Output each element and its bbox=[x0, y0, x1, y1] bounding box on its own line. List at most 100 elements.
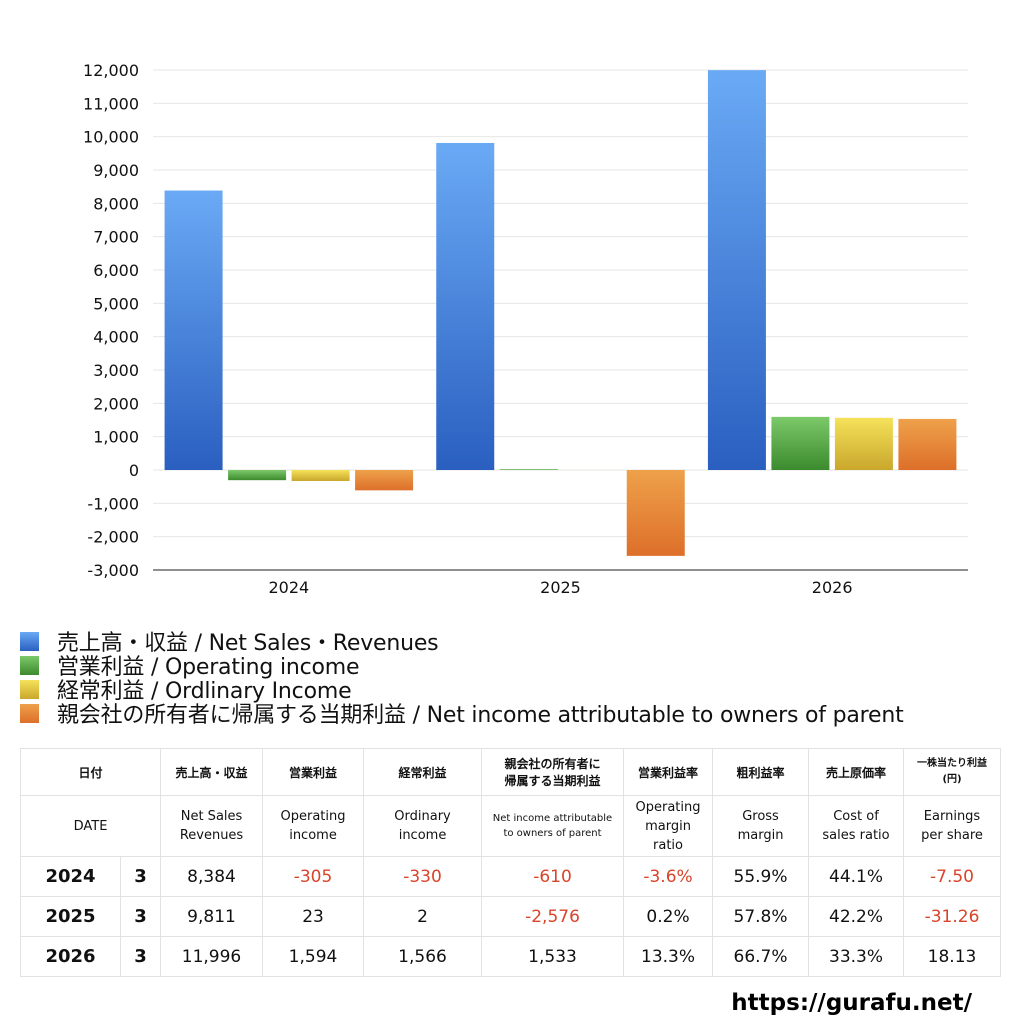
header-net-sales-en-line1: Net Sales bbox=[180, 809, 243, 824]
cell-operating-margin: 13.3% bbox=[623, 936, 714, 977]
legend-swatch-operating-income bbox=[20, 655, 39, 675]
cell-operating-income: -305 bbox=[262, 856, 365, 897]
y-tick-label: 7,000 bbox=[93, 228, 139, 247]
cell-net-sales: 9,811 bbox=[160, 896, 264, 937]
table-row: 2025 3 9,811 23 2 -2,576 0.2% 57.8% 42.2… bbox=[20, 896, 1002, 937]
x-axis: 2024 2025 2026 bbox=[153, 569, 968, 597]
header-cost-ratio-jp: 売上原価率 bbox=[808, 748, 905, 796]
y-tick-label: 12,000 bbox=[83, 61, 139, 80]
y-tick-label: 4,000 bbox=[93, 328, 139, 347]
legend: 売上高・収益 / Net Sales・Revenues 営業利益 / Opera… bbox=[20, 629, 1010, 728]
header-date-jp: 日付 bbox=[19, 748, 162, 796]
source-url: https://gurafu.net/ bbox=[731, 990, 972, 1016]
x-tick-label: 2025 bbox=[540, 578, 581, 597]
y-tick-label: 11,000 bbox=[83, 94, 139, 113]
cell-cost-ratio: 33.3% bbox=[808, 936, 905, 977]
legend-item-net-sales: 売上高・収益 / Net Sales・Revenues bbox=[20, 629, 1010, 656]
y-tick-label: 1,000 bbox=[93, 428, 139, 447]
legend-swatch-net-sales bbox=[20, 631, 39, 651]
y-tick-label: 2,000 bbox=[93, 394, 139, 413]
y-axis-ticks: 12,000 11,000 10,000 9,000 8,000 7,000 6,000 5,… bbox=[83, 61, 139, 580]
header-net-income-jp-line1: 親会社の所有者に bbox=[504, 757, 601, 771]
grid-lines bbox=[153, 69, 968, 538]
bar-series-3-2025 bbox=[626, 470, 685, 556]
y-tick-label: -3,000 bbox=[87, 561, 139, 580]
cell-year: 2024 bbox=[20, 856, 121, 897]
legend-label-ordinary-income: 経常利益 / Ordlinary Income bbox=[57, 679, 352, 704]
header-eps-jp-line1: 一株当たり利益 bbox=[917, 758, 988, 769]
bar-series-0-2024 bbox=[164, 190, 223, 471]
header-gross-margin-en: Gross margin bbox=[712, 795, 810, 857]
bar-series-2-2024 bbox=[291, 470, 350, 481]
header-net-income-jp: 親会社の所有者に 帰属する当期利益 bbox=[481, 748, 625, 796]
header-gross-margin-en-line1: Gross bbox=[742, 809, 779, 824]
cell-ordinary-income: 2 bbox=[363, 896, 483, 937]
bar-series-3-2026 bbox=[898, 418, 957, 470]
y-tick-label: -1,000 bbox=[87, 494, 139, 513]
bar-series-1-2026 bbox=[771, 416, 830, 470]
header-date-en: DATE bbox=[19, 795, 162, 857]
legend-swatch-net-income bbox=[20, 703, 39, 723]
table-header-en: DATE Net Sales Revenues Operating income… bbox=[19, 795, 1002, 857]
cell-eps: 18.13 bbox=[903, 936, 1002, 977]
header-net-sales-en: Net Sales Revenues bbox=[160, 795, 264, 857]
cell-net-income: 1,533 bbox=[481, 936, 625, 977]
header-net-income-en-line2: to owners of parent bbox=[503, 828, 602, 839]
legend-label-net-income: 親会社の所有者に帰属する当期利益 / Net income attributab… bbox=[57, 703, 904, 728]
header-ordinary-income-jp: 経常利益 bbox=[363, 748, 483, 796]
cell-operating-margin: 0.2% bbox=[623, 896, 714, 937]
cell-month: 3 bbox=[119, 936, 162, 977]
cell-operating-margin: -3.6% bbox=[623, 856, 714, 897]
y-tick-label: 3,000 bbox=[93, 361, 139, 380]
bar-series-0-2026 bbox=[707, 70, 766, 470]
header-eps-en-line1: Earnings bbox=[923, 809, 981, 824]
bar-series-2-2026 bbox=[834, 417, 893, 470]
cell-gross-margin: 57.8% bbox=[712, 896, 810, 937]
cell-month: 3 bbox=[119, 896, 162, 937]
table-row: 2024 3 8,384 -305 -330 -610 -3.6% 55.9% … bbox=[20, 856, 1002, 897]
cell-month: 3 bbox=[119, 856, 162, 897]
cell-cost-ratio: 44.1% bbox=[808, 856, 905, 897]
header-net-income-jp-line2: 帰属する当期利益 bbox=[504, 774, 601, 788]
bar-series-0-2025 bbox=[436, 142, 495, 470]
cell-net-sales: 8,384 bbox=[160, 856, 264, 897]
header-gross-margin-en-line2: margin bbox=[737, 828, 784, 843]
bar-series-3-2024 bbox=[355, 470, 414, 491]
header-operating-margin-en: Operating margin ratio bbox=[623, 795, 714, 857]
bars bbox=[164, 70, 957, 556]
table-row: 2026 3 11,996 1,594 1,566 1,533 13.3% 66… bbox=[20, 936, 1002, 977]
header-cost-ratio-en-line2: sales ratio bbox=[822, 828, 890, 843]
y-tick-label: 8,000 bbox=[93, 194, 139, 213]
y-tick-label: 0 bbox=[129, 461, 139, 480]
header-eps-en: Earnings per share bbox=[903, 795, 1002, 857]
cell-ordinary-income: -330 bbox=[363, 856, 483, 897]
cell-year: 2026 bbox=[20, 936, 121, 977]
header-cost-ratio-en-line1: Cost of bbox=[833, 809, 879, 824]
legend-item-operating-income: 営業利益 / Operating income bbox=[20, 653, 1010, 680]
header-eps-jp-line2: (円) bbox=[942, 774, 962, 785]
header-operating-income-en-line1: Operating bbox=[280, 809, 346, 824]
bar-series-1-2025 bbox=[499, 469, 558, 470]
cell-net-income: -2,576 bbox=[481, 896, 625, 937]
y-tick-label: 6,000 bbox=[93, 261, 139, 280]
y-tick-label: 9,000 bbox=[93, 161, 139, 180]
cell-net-sales: 11,996 bbox=[160, 936, 264, 977]
cell-net-income: -610 bbox=[481, 856, 625, 897]
header-eps-en-line2: per share bbox=[921, 828, 983, 843]
cell-gross-margin: 55.9% bbox=[712, 856, 810, 897]
header-net-sales-jp: 売上高・収益 bbox=[160, 748, 264, 796]
table-header-jp: 日付 売上高・収益 営業利益 経常利益 親会社の所有者に 帰属する当期利益 営業… bbox=[19, 748, 1002, 796]
y-tick-label: 5,000 bbox=[93, 294, 139, 313]
header-operating-income-en: Operating income bbox=[262, 795, 365, 857]
financial-table: 日付 売上高・収益 営業利益 経常利益 親会社の所有者に 帰属する当期利益 営業… bbox=[19, 748, 1002, 977]
header-operating-margin-en-line3: ratio bbox=[653, 837, 683, 853]
y-tick-label: 10,000 bbox=[83, 128, 139, 147]
legend-label-net-sales: 売上高・収益 / Net Sales・Revenues bbox=[57, 631, 439, 656]
header-operating-margin-jp: 営業利益率 bbox=[623, 748, 714, 796]
header-gross-margin-jp: 粗利益率 bbox=[712, 748, 810, 796]
cell-gross-margin: 66.7% bbox=[712, 936, 810, 977]
header-operating-margin-en-line2: margin bbox=[645, 818, 691, 834]
header-net-income-en-line1: Net income attributable bbox=[492, 813, 613, 824]
header-operating-margin-en-line1: Operating bbox=[635, 799, 701, 815]
cell-operating-income: 1,594 bbox=[262, 936, 365, 977]
